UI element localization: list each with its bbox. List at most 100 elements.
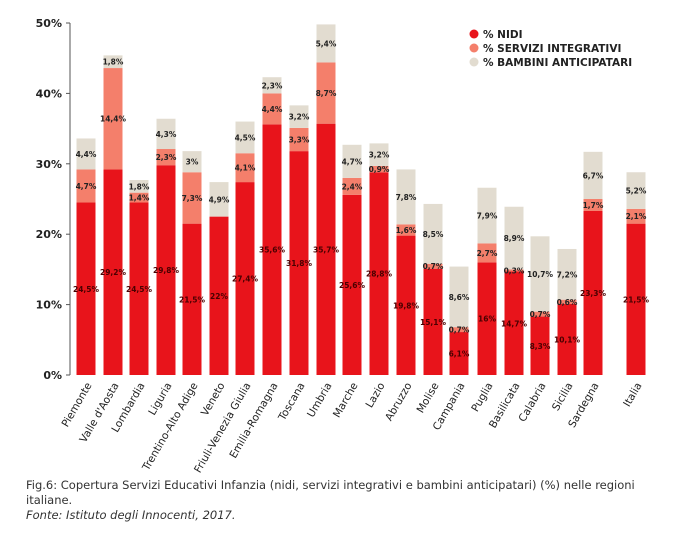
caption-text: Fig.6: Copertura Servizi Educativi Infan… — [26, 478, 635, 507]
bar-value-label: 7,9% — [477, 212, 498, 221]
bar-bambini-anticipatari — [449, 266, 469, 328]
bar-value-label: 3,3% — [289, 136, 310, 145]
bar-nidi — [396, 235, 416, 375]
bar-value-label: 4,9% — [209, 195, 230, 204]
bar-value-label: 1,8% — [103, 58, 124, 67]
bar-value-label: 5,4% — [316, 39, 337, 48]
bar-value-label: 0,7% — [530, 310, 551, 319]
bar-value-label: 31,8% — [286, 259, 313, 268]
bar-value-label: 10,1% — [554, 335, 581, 344]
bar-bambini-anticipatari — [156, 118, 176, 150]
bar-value-label: 1,7% — [583, 201, 604, 210]
bars-layer — [76, 24, 646, 375]
x-tick-label: Trentino-Alto Adige — [140, 381, 201, 474]
x-tick-label: Liguria — [146, 381, 174, 418]
bar-nidi — [423, 268, 443, 375]
y-tick-label: 30% — [36, 158, 62, 171]
bar-nidi — [129, 202, 149, 375]
bar-bambini-anticipatari — [262, 77, 282, 94]
bar-value-label: 23,3% — [580, 289, 607, 298]
bar-value-label: 14,7% — [501, 319, 528, 328]
bar-nidi — [626, 223, 646, 375]
bar-value-label: 10,7% — [527, 270, 554, 279]
bar-servizi-integrativi — [583, 199, 603, 211]
bar-value-label: 2,3% — [262, 81, 283, 90]
x-tick-label: Molise — [415, 381, 442, 416]
bar-bambini-anticipatari — [316, 24, 336, 63]
bar-servizi-integrativi — [129, 192, 149, 203]
bar-value-label: 25,6% — [339, 281, 366, 290]
bar-value-label: 24,5% — [126, 285, 153, 294]
bar-value-label: 7,8% — [396, 193, 417, 202]
bar-value-label: 5,2% — [626, 187, 647, 196]
bar-servizi-integrativi — [530, 311, 550, 317]
x-tick-label: Lazio — [364, 381, 388, 411]
bar-bambini-anticipatari — [626, 172, 646, 209]
stacked-bar-chart: 24,5% 4,7% 4,4% 29,2% 14,4% 1,8% 24,5% 1,4% 1,8%… — [36, 17, 650, 476]
x-tick-label: Italia — [621, 381, 644, 409]
bar-nidi — [235, 182, 255, 375]
bar-value-label: 1,4% — [129, 194, 150, 203]
bar-value-label: 0,6% — [557, 298, 578, 307]
legend-label: % NIDI — [483, 29, 523, 41]
caption-source: Fonte: Istituto degli Innocenti, 2017. — [26, 508, 236, 522]
x-tick-label: Sicilia — [550, 381, 576, 413]
bar-bambini-anticipatari — [583, 151, 603, 199]
bar-value-label: 0,3% — [504, 266, 525, 275]
legend-marker — [469, 57, 479, 67]
bar-nidi — [209, 216, 229, 375]
bar-value-label: 6,1% — [449, 350, 470, 359]
bar-value-label: 2,7% — [477, 249, 498, 258]
bar-value-label: 16% — [478, 315, 496, 324]
bar-nidi — [103, 169, 123, 375]
bar-servizi-integrativi — [156, 149, 176, 166]
bar-value-label: 8,9% — [504, 234, 525, 243]
bar-bambini-anticipatari — [396, 169, 416, 225]
legend-marker — [469, 29, 479, 39]
bar-value-label: 1,6% — [396, 226, 417, 235]
bar-bambini-anticipatari — [504, 206, 524, 270]
y-tick-label: 0% — [43, 369, 62, 382]
bar-bambini-anticipatari — [342, 144, 362, 178]
bar-bambini-anticipatari — [129, 179, 149, 193]
legend: % NIDI % SERVIZI INTEGRATIVI % BAMBINI ANT… — [469, 29, 632, 69]
bar-value-label: 4,4% — [76, 150, 97, 159]
bar-servizi-integrativi — [477, 243, 497, 263]
y-tick-label: 50% — [36, 17, 62, 30]
bar-value-label: 24,5% — [73, 285, 100, 294]
bar-value-label: 8,7% — [316, 89, 337, 98]
x-tick-label: Puglia — [469, 381, 495, 414]
bar-value-label: 19,8% — [393, 301, 420, 310]
bar-value-label: 4,5% — [235, 133, 256, 142]
bar-nidi — [342, 194, 362, 375]
bar-nidi — [316, 123, 336, 375]
bar-nidi — [76, 202, 96, 375]
x-tick-label: Veneto — [199, 381, 228, 419]
bar-value-label: 14,4% — [100, 115, 127, 124]
bar-servizi-integrativi — [504, 269, 524, 272]
bar-servizi-integrativi — [103, 68, 123, 170]
bar-value-label: 29,2% — [100, 268, 127, 277]
bar-value-label: 4,1% — [235, 164, 256, 173]
bar-value-label: 2,3% — [156, 153, 177, 162]
bar-value-label: 8,3% — [530, 342, 551, 351]
bar-value-label: 0,9% — [369, 165, 390, 174]
legend-label: % SERVIZI INTEGRATIVI — [483, 43, 621, 55]
bar-nidi — [504, 271, 524, 375]
y-tick-label: 10% — [36, 299, 62, 312]
bar-servizi-integrativi — [396, 224, 416, 236]
legend-marker — [469, 43, 479, 53]
bar-servizi-integrativi — [626, 208, 646, 224]
bar-nidi — [182, 223, 202, 375]
legend-label: % BAMBINI ANTICIPATARI — [483, 57, 632, 69]
bar-nidi — [557, 303, 577, 375]
bar-servizi-integrativi — [342, 177, 362, 195]
bar-value-label: 0,7% — [449, 326, 470, 335]
bar-servizi-integrativi — [423, 263, 443, 269]
bar-servizi-integrativi — [316, 62, 336, 124]
bar-bambini-anticipatari — [76, 138, 96, 170]
bar-value-label: 3% — [186, 158, 199, 167]
bar-bambini-anticipatari — [182, 151, 202, 173]
bar-servizi-integrativi — [76, 169, 96, 203]
